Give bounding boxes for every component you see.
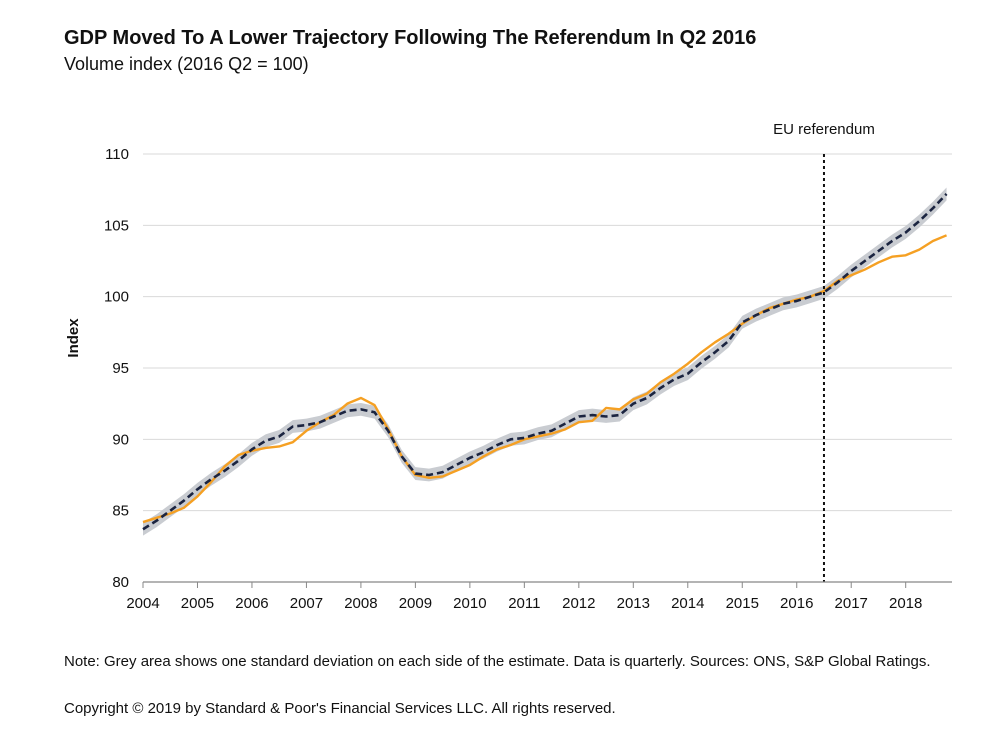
y-axis-label: Index — [65, 318, 82, 358]
referendum-annotation: EU referendum — [773, 121, 875, 138]
x-tick-label-2012: 2012 — [562, 595, 595, 612]
x-tick-label-2018: 2018 — [889, 595, 922, 612]
x-tick-label-2008: 2008 — [344, 595, 377, 612]
y-tick-label-80: 80 — [112, 574, 129, 591]
x-tick-label-2010: 2010 — [453, 595, 486, 612]
x-tick-label-2004: 2004 — [126, 595, 159, 612]
chart-note: Note: Grey area shows one standard devia… — [64, 653, 931, 670]
y-tick-label-100: 100 — [104, 289, 129, 306]
series-line-actual — [142, 234, 948, 524]
x-tick-label-2011: 2011 — [508, 595, 540, 612]
x-tick-label-2007: 2007 — [290, 595, 323, 612]
x-tick-label-2009: 2009 — [399, 595, 432, 612]
x-tick-label-2006: 2006 — [235, 595, 268, 612]
y-tick-label-105: 105 — [104, 217, 129, 234]
x-tick-label-2013: 2013 — [617, 595, 650, 612]
copyright-text: Copyright © 2019 by Standard & Poor's Fi… — [64, 700, 616, 717]
x-tick-label-2014: 2014 — [671, 595, 704, 612]
y-tick-label-95: 95 — [112, 360, 129, 377]
series-line-estimate — [142, 193, 948, 531]
x-tick-label-2005: 2005 — [181, 595, 214, 612]
y-tick-label-85: 85 — [112, 503, 129, 520]
std-deviation-band-area — [143, 187, 947, 536]
x-tick-label-2017: 2017 — [835, 595, 868, 612]
y-tick-label-110: 110 — [105, 146, 129, 163]
x-tick-label-2015: 2015 — [726, 595, 759, 612]
std-deviation-band — [143, 187, 947, 536]
y-tick-label-90: 90 — [112, 431, 129, 448]
chart-subtitle: Volume index (2016 Q2 = 100) — [64, 54, 309, 74]
gridlines — [143, 153, 952, 512]
x-tick-label-2016: 2016 — [780, 595, 813, 612]
axes: 80 85 90 95 100 105 110 2004 2005 2006 2007 2008 200… — [104, 146, 952, 612]
chart-title: GDP Moved To A Lower Trajectory Followin… — [64, 27, 757, 49]
series-lines — [142, 193, 948, 531]
